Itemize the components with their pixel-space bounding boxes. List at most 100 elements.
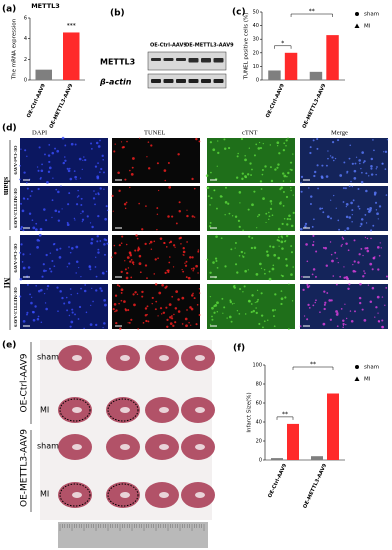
cell [237, 152, 239, 155]
cell [358, 207, 361, 210]
cell [271, 267, 275, 271]
cell [167, 215, 170, 218]
cell [372, 257, 375, 259]
cell [224, 214, 226, 216]
cell [26, 155, 28, 158]
cell [271, 214, 274, 217]
cell [277, 236, 280, 238]
cell [344, 303, 346, 305]
cell [286, 217, 289, 221]
cell [216, 311, 219, 313]
cell [57, 310, 59, 312]
cell [259, 180, 263, 183]
cell [198, 140, 201, 143]
cell [113, 303, 117, 306]
heart-slices [58, 345, 215, 508]
cell [346, 227, 350, 230]
cell [120, 141, 123, 143]
cell [186, 214, 189, 218]
cell [260, 314, 264, 317]
cell [182, 250, 186, 254]
cell [93, 190, 95, 192]
cell [287, 137, 289, 139]
row-label: OE-METTL3-AAV9 [13, 188, 18, 228]
cell [241, 177, 244, 181]
cell [178, 201, 181, 204]
cell [92, 197, 96, 200]
cell [278, 245, 280, 247]
cell [268, 270, 271, 273]
cell [172, 244, 176, 247]
lumen [120, 407, 130, 413]
cell [372, 139, 374, 141]
cell [316, 137, 319, 141]
cell [315, 299, 317, 302]
cell [282, 205, 285, 207]
bar [309, 71, 323, 80]
cell [287, 171, 290, 175]
cell [285, 195, 289, 199]
cell [171, 295, 174, 298]
blot-bands [151, 58, 224, 83]
cell [164, 179, 166, 182]
cell [263, 320, 266, 323]
cell [269, 166, 272, 169]
cell [365, 222, 368, 224]
micrograph [112, 284, 200, 329]
cell [242, 229, 244, 232]
cell [359, 301, 362, 305]
cell [333, 194, 335, 197]
cell [313, 174, 316, 178]
cell [207, 186, 210, 189]
y-tick-label: 20 [253, 50, 259, 56]
cell [370, 157, 374, 161]
cell [104, 303, 107, 307]
cell [151, 302, 154, 305]
cell [312, 304, 315, 307]
cell [215, 235, 218, 238]
cell [262, 143, 264, 145]
cell [264, 272, 266, 275]
bar [268, 70, 281, 80]
cell [185, 260, 188, 263]
cell [349, 144, 352, 147]
cell [102, 327, 104, 329]
cell [158, 291, 162, 295]
cell [120, 270, 123, 273]
cell [362, 254, 364, 257]
cell [103, 188, 105, 191]
cell [299, 227, 303, 231]
cell [147, 320, 150, 323]
cell [118, 244, 121, 247]
cell [60, 185, 62, 187]
cell [124, 268, 127, 271]
cell [95, 256, 97, 258]
cell [178, 210, 182, 213]
cell [290, 168, 293, 172]
cell [247, 269, 249, 271]
cell [306, 260, 309, 263]
cell [249, 162, 252, 165]
cell [238, 254, 241, 257]
cell [36, 166, 39, 168]
row-label: sham [37, 353, 59, 362]
cell [28, 212, 32, 215]
lumen [120, 355, 130, 361]
cell [339, 275, 342, 278]
cell [56, 286, 59, 289]
bar [326, 35, 339, 80]
cell [84, 158, 87, 162]
cell [358, 253, 361, 256]
cell [212, 261, 215, 264]
sig-bracket [276, 416, 294, 420]
cell [285, 234, 289, 238]
cell [38, 146, 41, 149]
cell [280, 240, 284, 244]
cell [381, 319, 384, 322]
cell [300, 175, 304, 178]
cell [342, 322, 345, 326]
infarct-outline [59, 483, 91, 507]
cell [95, 323, 98, 327]
cell [235, 176, 239, 179]
cell [167, 269, 170, 272]
